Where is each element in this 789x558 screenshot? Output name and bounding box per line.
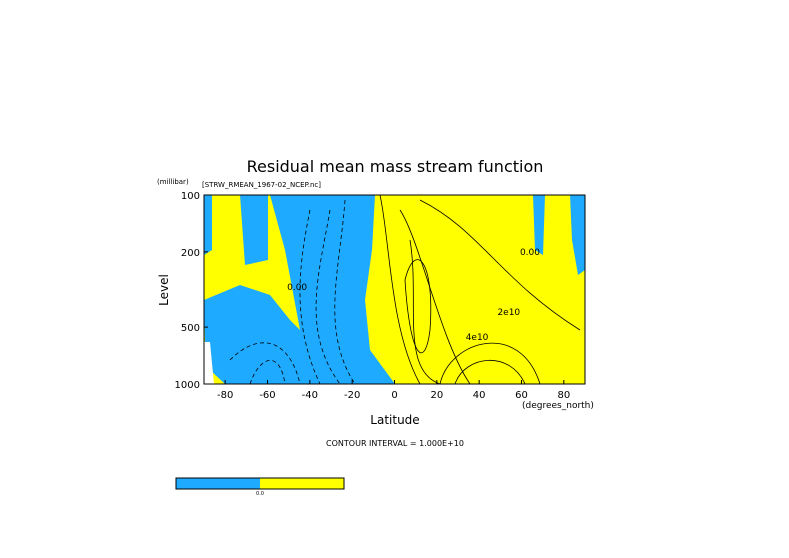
contour-line [439, 342, 541, 385]
contour-line [315, 209, 341, 385]
x-tick-label: -60 [259, 390, 275, 401]
contour-line [404, 259, 432, 353]
y-tick-label: 1000 [175, 380, 200, 391]
colorbar-negative [176, 478, 260, 489]
contour-label: 2e10 [497, 308, 520, 318]
contour-label: 4e10 [466, 333, 489, 343]
x-tick-label: 60 [515, 390, 528, 401]
chart-title: Residual mean mass stream function [247, 157, 544, 176]
negative-region [570, 195, 585, 275]
subtitle: [STRW_RMEAN_1967-02_NCEP.nc] [202, 181, 321, 189]
x-tick-label: -80 [217, 390, 233, 401]
contour-line [409, 239, 441, 385]
missing-region [204, 342, 214, 384]
contour-line [399, 209, 471, 385]
x-tick-label: 0 [391, 390, 397, 401]
contour-line [379, 194, 421, 385]
negative-region [204, 195, 395, 384]
x-tick-label: 40 [473, 390, 486, 401]
negative-region [204, 195, 212, 255]
y-tick-label: 100 [181, 191, 200, 202]
y-tick-label: 200 [181, 248, 200, 259]
y-axis-label: Level [157, 274, 171, 306]
negative-region [240, 195, 268, 265]
contour-label: 0.00 [287, 283, 307, 293]
x-tick-label: -40 [302, 390, 318, 401]
y-tick-label: 500 [181, 323, 200, 334]
plot-area [203, 194, 586, 385]
negative-region [533, 195, 545, 255]
x-units: (degrees_north) [522, 401, 594, 411]
x-axis-label: Latitude [370, 413, 419, 427]
contour-line [249, 359, 286, 385]
colorbar-positive [260, 478, 344, 489]
x-tick-label: -20 [344, 390, 360, 401]
contour-line [334, 199, 356, 385]
footnote: CONTOUR INTERVAL = 1.000E+10 [326, 439, 464, 448]
y-units: (millibar) [157, 178, 189, 186]
colorbar-frame [175, 477, 345, 490]
contour-line [229, 342, 301, 385]
colorbar-label: 0.0 [256, 491, 264, 497]
contour-line [454, 360, 526, 385]
x-tick-label: 20 [430, 390, 443, 401]
x-tick-label: 80 [557, 390, 570, 401]
contour-label: 0.00 [520, 248, 540, 258]
contour-line [419, 199, 581, 331]
